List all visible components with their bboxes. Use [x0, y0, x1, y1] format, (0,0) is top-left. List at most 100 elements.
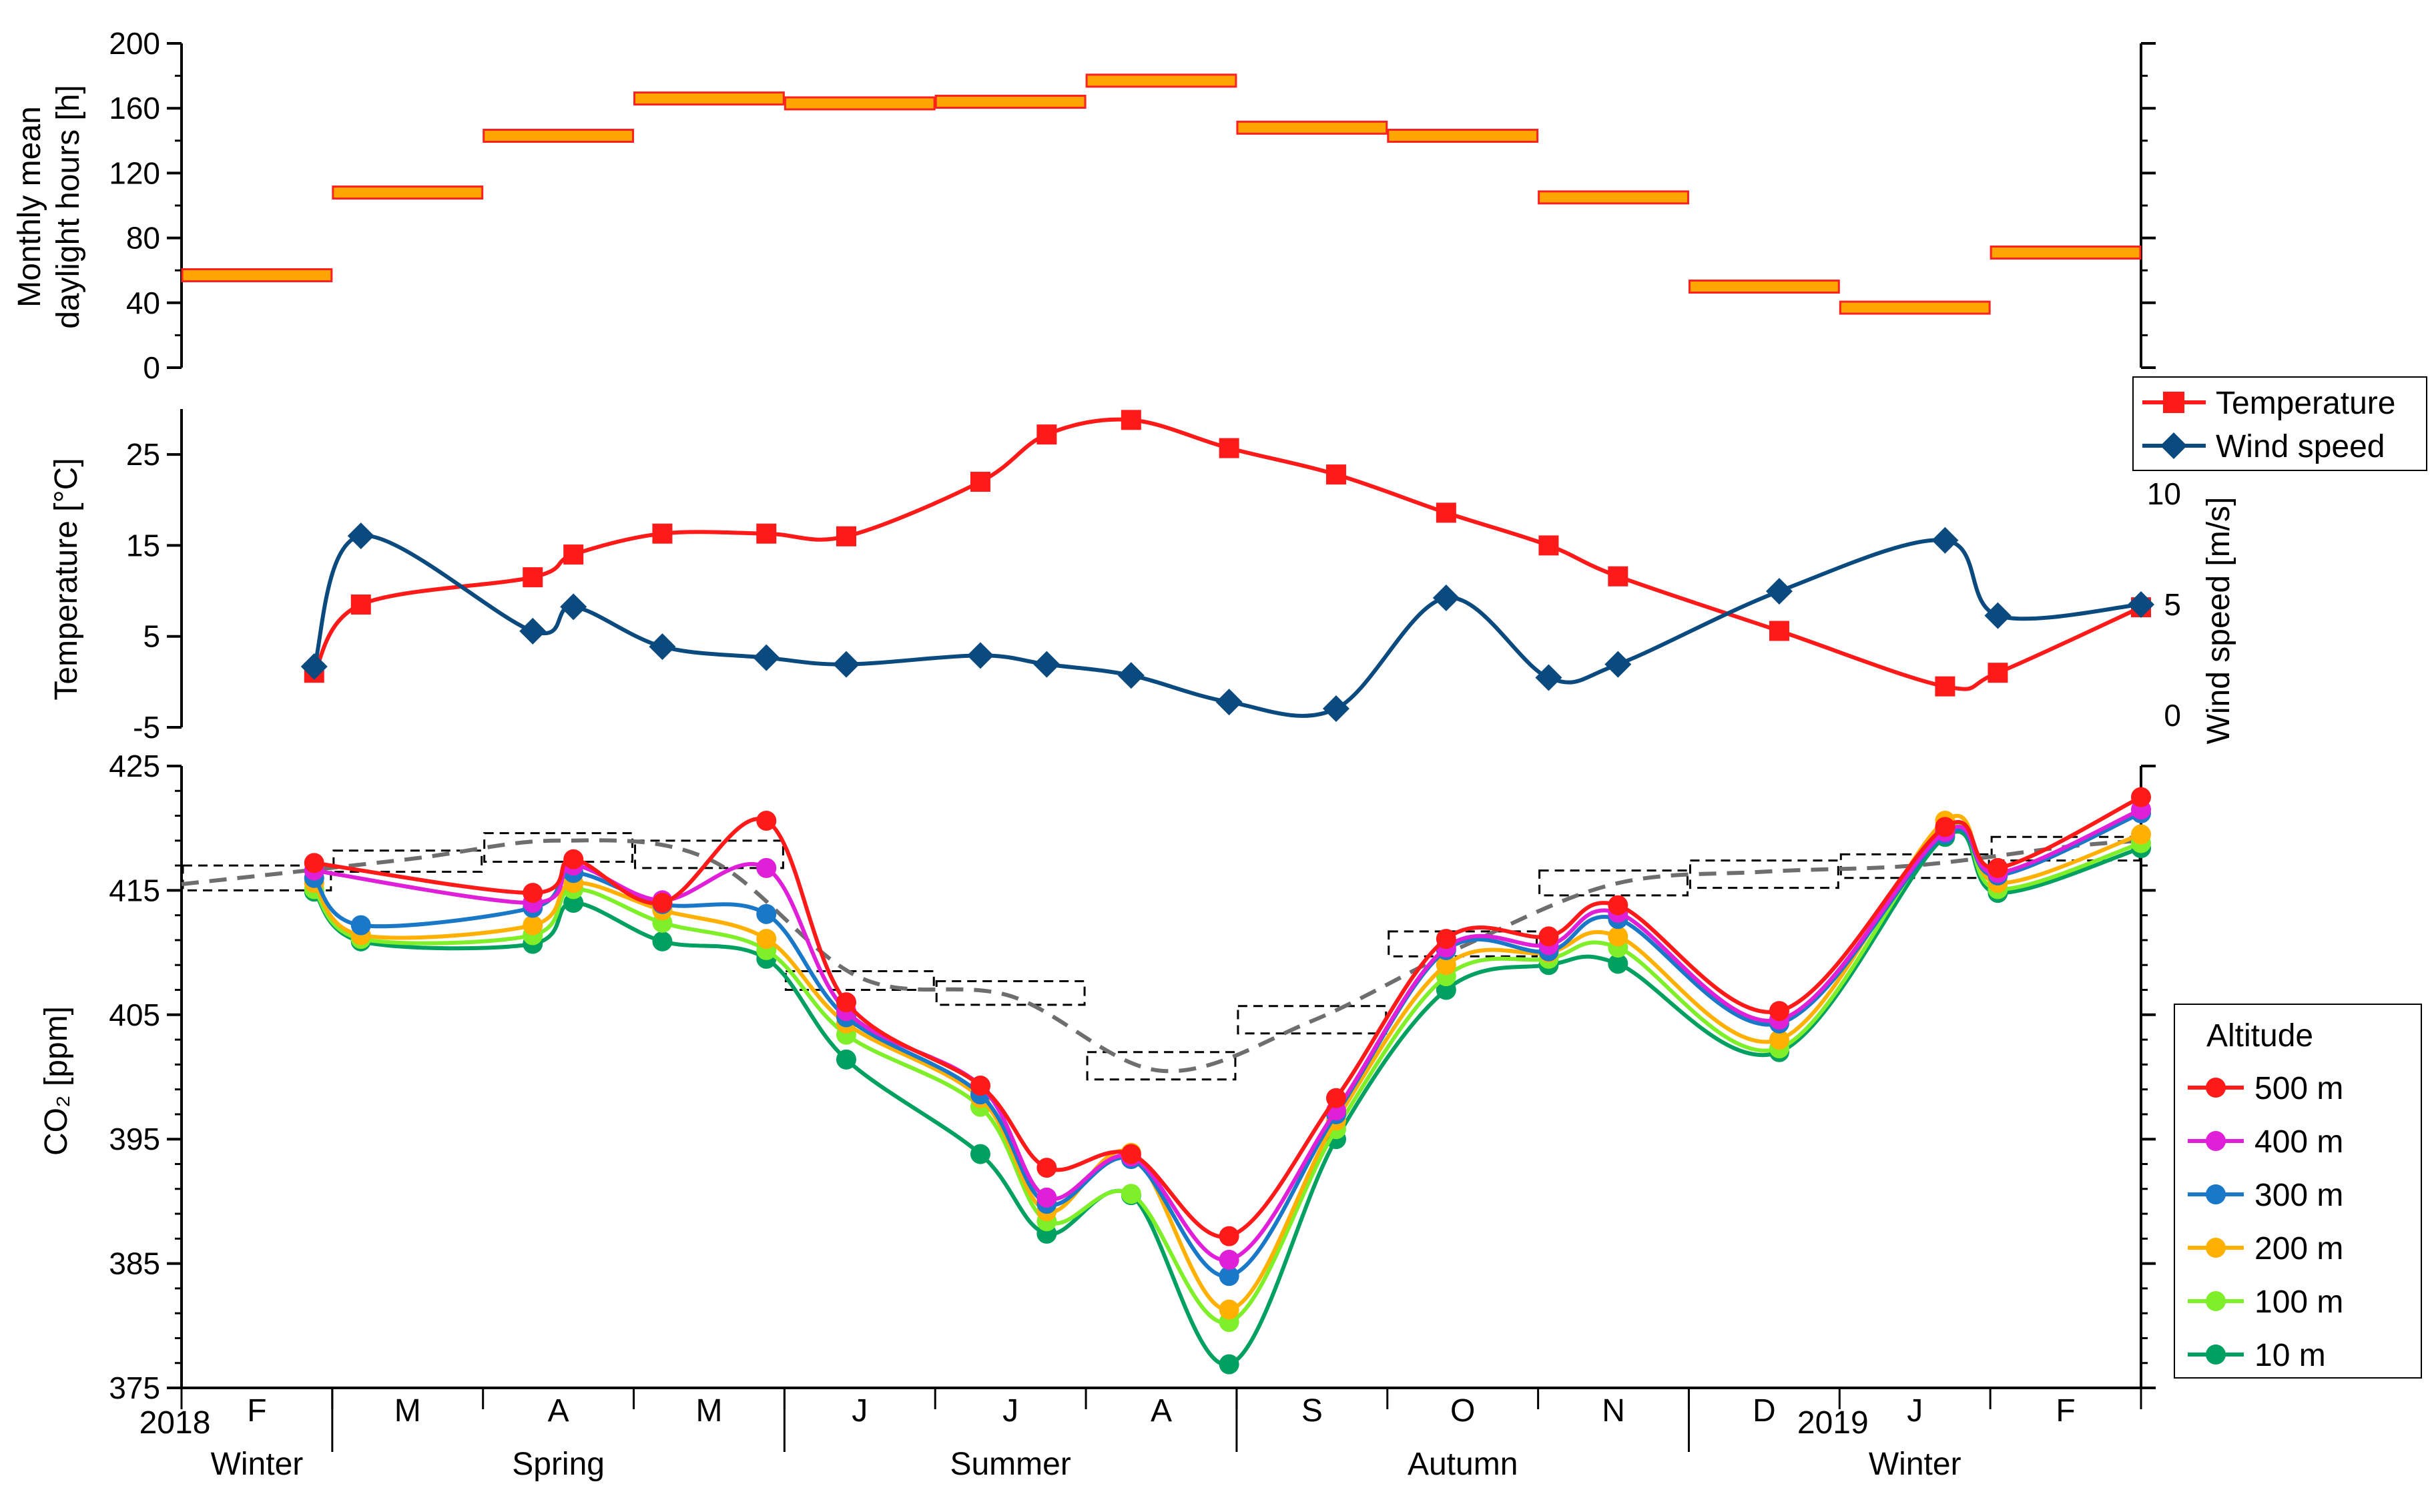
co2-point [1121, 1144, 1141, 1164]
legend-marker [2206, 1131, 2226, 1151]
daylight-bar [1085, 73, 1237, 88]
temperature-ylabel: Temperature [°C] [49, 458, 84, 700]
legend-temperature-label: Temperature [2216, 386, 2395, 421]
co2-point [1219, 1226, 1239, 1246]
legend-marker [2206, 1184, 2226, 1204]
windspeed-point [1535, 664, 1562, 691]
co2-ytick-label: 425 [109, 749, 160, 783]
temperature-point [350, 595, 371, 615]
legend-label: 500 m [2254, 1071, 2343, 1106]
temperature-point [1436, 502, 1456, 523]
windspeed-ytick-label: 0 [2164, 698, 2181, 733]
windspeed-point [753, 644, 780, 671]
month-label: D [1753, 1393, 1776, 1429]
monthly-mean-box [784, 970, 935, 992]
legend-windspeed-marker [2160, 432, 2187, 459]
co2-point [1538, 926, 1559, 947]
daylight-ytick-label: 200 [109, 26, 160, 61]
daylight-ylabel-line2: daylight hours [h] [51, 85, 86, 329]
co2-point [304, 853, 324, 873]
temperature-point [1121, 410, 1141, 430]
altitude-legend: Altitude 500 m 400 m 300 m 200 m 100 m 10 m [2174, 1004, 2422, 1379]
windspeed-point [1215, 689, 1243, 716]
co2-panel: 375 385 395 405 415 425 [109, 749, 2156, 1405]
windspeed-point [1432, 585, 1460, 612]
daylight-ylabel-line1: Monthly mean [12, 106, 47, 307]
co2-point [756, 811, 777, 831]
legend-label: 200 m [2254, 1231, 2343, 1266]
daylight-ytick-label: 40 [126, 286, 160, 320]
month-label: M [695, 1393, 722, 1429]
daylight-bar [1387, 129, 1539, 143]
co2-point [1608, 926, 1628, 947]
windspeed-point [300, 653, 328, 680]
co2-point [1436, 980, 1456, 1000]
windspeed-point [519, 617, 547, 645]
windspeed-point [347, 522, 374, 550]
legend-marker [2206, 1345, 2226, 1365]
monthly-mean-box [935, 980, 1086, 1006]
windspeed-point [1931, 526, 1959, 554]
temperature-point [1325, 464, 1346, 485]
co2-point [970, 1076, 990, 1096]
daylight-ytick-label: 80 [126, 221, 160, 256]
monthly-mean-box [332, 849, 483, 873]
windspeed-point [1765, 578, 1793, 605]
daylight-bar [1839, 300, 1991, 315]
co2-point [756, 903, 777, 924]
co2-point [1036, 1187, 1057, 1208]
temperature-point [1769, 621, 1789, 641]
co2-point [1608, 954, 1628, 974]
co2-ytick-label: 415 [109, 873, 160, 907]
daylight-bar [1688, 280, 1840, 294]
daylight-ytick-label: 120 [109, 155, 160, 190]
temperature-ytick-label: 15 [126, 528, 160, 562]
temperature-point [1988, 663, 2008, 683]
windspeed-ytick-label: 10 [2147, 476, 2181, 511]
temperature-point [1935, 676, 1955, 697]
weather-legend: Temperature Wind speed [2132, 376, 2427, 471]
monthly-mean-box [483, 832, 634, 863]
temperature-point [970, 472, 990, 492]
co2-point [1436, 955, 1456, 976]
co2-point [2131, 787, 2151, 807]
co2-ylabel: CO₂ [ppm] [39, 1006, 74, 1156]
windspeed-ytick-label: 5 [2164, 587, 2181, 622]
temperature-point [652, 523, 673, 544]
co2-line-10m [312, 829, 2142, 1367]
windspeed-point [832, 651, 860, 678]
legend-altitude-title: Altitude [2206, 1018, 2313, 1054]
month-label: A [548, 1393, 569, 1429]
co2-point [1988, 857, 2008, 878]
daylight-bar [1990, 245, 2142, 260]
daylight-bar [633, 91, 785, 106]
legend-temperature-marker [2163, 392, 2184, 413]
windspeed-point [1322, 695, 1349, 723]
windspeed-point [966, 642, 994, 669]
co2-ytick-label: 385 [109, 1246, 160, 1281]
month-label: F [2056, 1393, 2075, 1429]
month-label: J [1907, 1393, 1923, 1429]
temperature-point [1219, 438, 1239, 458]
co2-line-500m [314, 795, 2142, 1239]
temperature-point [756, 523, 777, 544]
co2-point [1121, 1184, 1141, 1204]
legend-marker [2206, 1238, 2226, 1258]
monthly-mean-box [634, 839, 784, 869]
temperature-point [1036, 424, 1057, 445]
temperature-point [1538, 535, 1559, 556]
daylight-bar [332, 185, 484, 200]
daylight-bar [1236, 120, 1388, 135]
temperature-point [1608, 566, 1628, 587]
co2-line-200m [312, 813, 2142, 1312]
season-label: Autumn [1408, 1447, 1518, 1482]
co2-point [1219, 1266, 1239, 1286]
co2-point [836, 1049, 856, 1070]
co2-point [1325, 1088, 1346, 1108]
daylight-bar [181, 268, 333, 282]
co2-point [756, 929, 777, 950]
season-label: Summer [950, 1447, 1071, 1482]
co2-ytick-label: 395 [109, 1122, 160, 1156]
